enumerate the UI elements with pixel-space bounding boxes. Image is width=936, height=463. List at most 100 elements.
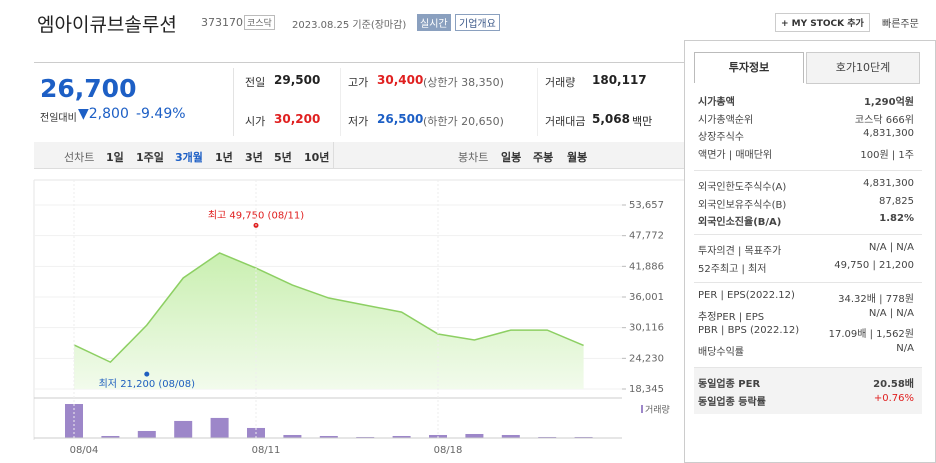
- info-label: 투자의견 | 목표주가: [698, 246, 782, 257]
- info-label: PBR | BPS (2022.12): [698, 325, 800, 336]
- price-chart: 18,345 24,230 30,116 36,001 41,886 47,772 53,6…: [33, 179, 684, 456]
- quote-label: 거래대금: [545, 115, 586, 128]
- period-tab[interactable]: 주봉: [533, 151, 554, 164]
- period-tab[interactable]: 3개월: [175, 151, 203, 164]
- info-row: 시가총액순위 코스닥 666위: [698, 111, 914, 126]
- info-row: 추정PER | EPS N/A | N/A: [698, 308, 914, 323]
- separator: [694, 282, 922, 283]
- info-label: 추정PER | EPS: [698, 311, 765, 323]
- info-label: 시가총액: [698, 97, 735, 108]
- info-label: PER | EPS(2022.12): [698, 290, 795, 301]
- date: 2023.08.25 기준(장마감): [292, 20, 407, 31]
- price-line: [73, 252, 584, 364]
- y-tick-label: 36,001: [629, 292, 664, 303]
- tab-label: 봉차트: [458, 151, 489, 164]
- info-row: 액면가 | 매매단위 100원 | 1주: [698, 146, 914, 161]
- volume-bar: [137, 430, 156, 438]
- y-tick-label: 41,886: [629, 261, 664, 272]
- y-tick-label: 30,116: [629, 323, 664, 334]
- period-tab[interactable]: 월봉: [567, 151, 588, 164]
- period-tab[interactable]: 3년: [245, 151, 263, 164]
- period-tab[interactable]: 1주일: [136, 151, 164, 164]
- quote-label: 저가: [348, 115, 369, 128]
- info-row: 외국인보유주식수(B) 87,825: [698, 196, 914, 211]
- change: ▼2,800: [78, 106, 129, 122]
- divider: [233, 68, 234, 136]
- volume-bar: [356, 436, 375, 438]
- info-label: 동일업종 PER: [698, 379, 761, 390]
- info-tab[interactable]: 호가10단계: [806, 52, 920, 84]
- info-row: PBR | BPS (2022.12) 17.09배 | 1,562원: [698, 325, 914, 340]
- x-tick-label: 08/18: [434, 445, 463, 456]
- quick-order[interactable]: 빠른주문: [882, 19, 919, 30]
- quote-label: 고가: [348, 76, 369, 89]
- change-label: 전일대비: [40, 113, 77, 124]
- quote-label: 거래량: [545, 76, 576, 89]
- stock-code: 373170: [201, 16, 243, 29]
- volume-bar: [210, 417, 229, 438]
- period-tab[interactable]: 1년: [215, 151, 233, 164]
- realtime-badge[interactable]: 실시간: [417, 14, 451, 31]
- mystock-button[interactable]: + MY STOCK 추가: [775, 13, 870, 32]
- info-value: 1,290억원: [863, 97, 914, 108]
- quote-value: 29,500: [274, 73, 321, 87]
- period-tab[interactable]: 5년: [274, 151, 292, 164]
- info-value: 코스닥 666위: [854, 114, 914, 126]
- quote-label: 전일: [245, 76, 266, 89]
- info-label: 액면가 | 매매단위: [698, 149, 773, 161]
- period-bar: [34, 142, 684, 169]
- y-tick-label: 24,230: [629, 353, 664, 364]
- quote-value: 30,400: [377, 73, 424, 87]
- info-value: 17.09배 | 1,562원: [828, 329, 914, 340]
- volume-bar: [392, 435, 411, 438]
- separator: [694, 234, 922, 235]
- market-badge: 코스닥: [244, 15, 275, 30]
- y-tick-label: 18,345: [629, 384, 664, 395]
- info-value: 4,831,300: [863, 128, 914, 139]
- info-label: 배당수익률: [698, 346, 744, 358]
- volume-bar: [283, 434, 302, 438]
- volume-bar: [174, 420, 193, 438]
- overview-dropdown[interactable]: 기업개요: [455, 14, 500, 31]
- quote-value: 26,500: [377, 112, 424, 126]
- highlight-box: [694, 368, 922, 414]
- annotation-dot: [144, 371, 150, 377]
- stock-name: 엠아이큐브솔루션: [37, 14, 177, 36]
- period-tab[interactable]: 10년: [304, 151, 330, 164]
- divider: [333, 142, 334, 168]
- info-row: 배당수익률 N/A: [698, 343, 914, 358]
- info-row: 외국인소진율(B/A) 1.82%: [698, 213, 914, 228]
- period-tab[interactable]: 일봉: [501, 151, 522, 164]
- info-label: 52주최고 | 최저: [698, 263, 767, 275]
- area: [74, 252, 584, 389]
- annotation: 최고 49,750 (08/11): [208, 209, 304, 221]
- quote-extra: (상한가 38,350): [423, 76, 504, 89]
- separator: [694, 170, 922, 171]
- info-row: 동일업종 등락률 +0.76%: [698, 393, 914, 408]
- divider: [340, 68, 341, 136]
- info-value: N/A | N/A: [868, 307, 914, 319]
- info-row: 투자의견 | 목표주가 N/A | N/A: [698, 242, 914, 257]
- y-tick-label: 47,772: [629, 231, 664, 242]
- info-row: 동일업종 PER 20.58배: [698, 375, 914, 390]
- info-row: 52주최고 | 최저 49,750 | 21,200: [698, 260, 914, 275]
- info-label: 시가총액순위: [698, 114, 754, 126]
- volume-bar: [465, 433, 484, 438]
- info-tab[interactable]: 투자정보: [694, 52, 804, 83]
- volume-bar: [319, 435, 338, 438]
- info-value: N/A: [896, 342, 914, 354]
- info-value: 100원 | 1주: [860, 149, 914, 161]
- volume-bar: [101, 435, 120, 438]
- info-value: 87,825: [879, 195, 914, 207]
- x-tick-label: 08/11: [252, 445, 281, 456]
- info-label: 외국인소진율(B/A): [698, 217, 782, 228]
- info-value: 20.58배: [873, 379, 914, 390]
- legend-swatch: [641, 405, 643, 413]
- quote-extra: (하한가 20,650): [423, 115, 504, 128]
- separator: [694, 367, 922, 368]
- info-row: PER | EPS(2022.12) 34.32배 | 778원: [698, 290, 914, 305]
- quote-value: 30,200: [274, 112, 321, 126]
- volume-bar: [501, 434, 520, 438]
- period-tab[interactable]: 1일: [106, 151, 124, 164]
